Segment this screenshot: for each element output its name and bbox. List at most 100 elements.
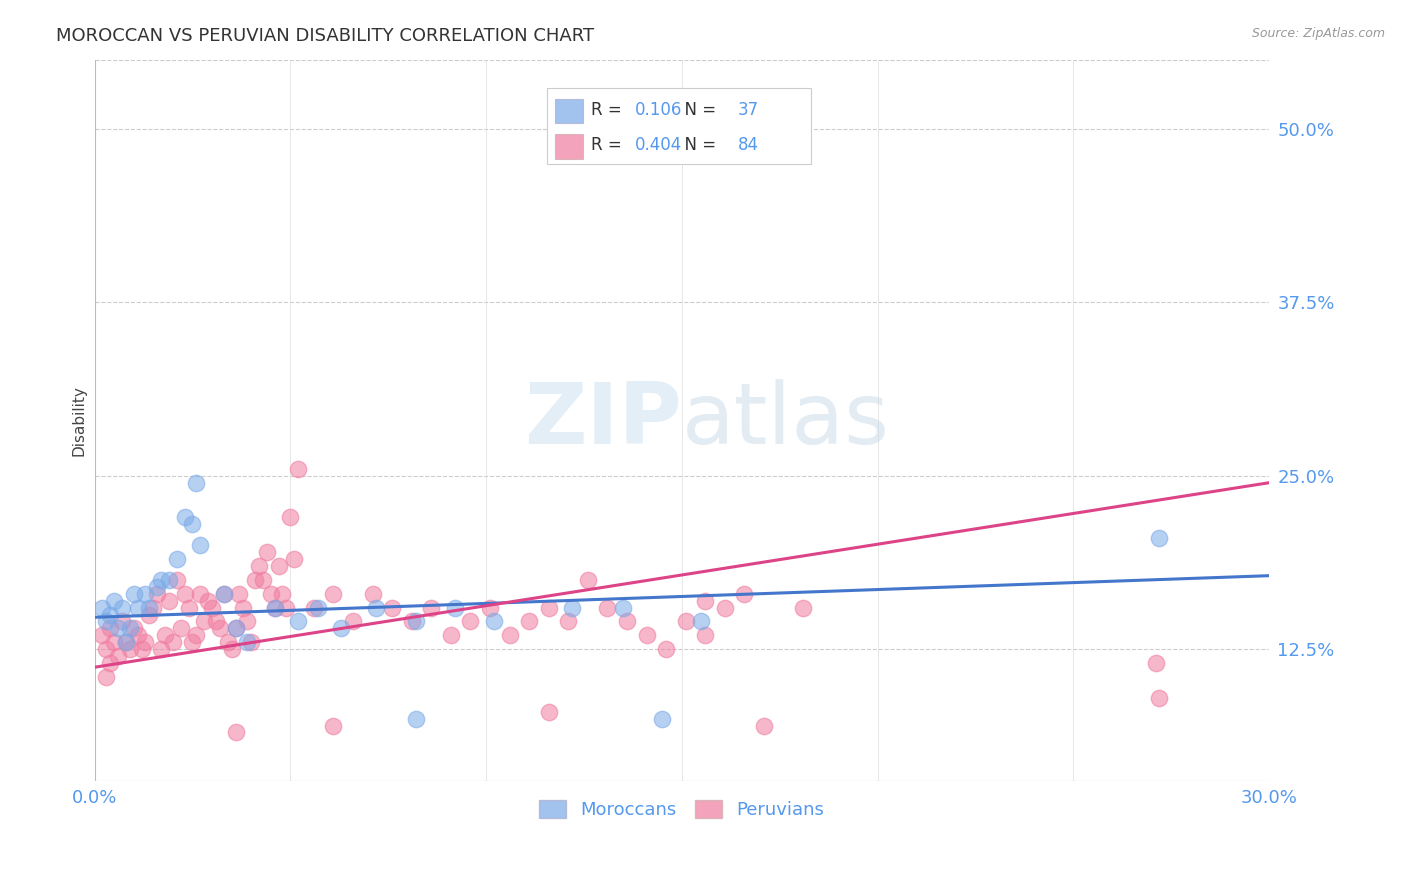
Point [271,587,294,601]
Point [247,558,270,573]
Point [283,552,305,566]
Point [142,600,165,615]
Point [186,475,208,490]
Point [225,621,247,635]
Point [460,615,482,629]
Point [714,600,737,615]
Point [212,587,235,601]
Point [236,615,259,629]
Point [1340,531,1362,545]
Point [103,593,125,607]
Point [405,615,427,629]
Point [186,628,208,642]
Point [616,615,638,629]
Point [232,600,254,615]
Point [225,621,247,635]
FancyBboxPatch shape [555,99,583,123]
Point [517,615,540,629]
Point [177,600,200,615]
Point [118,621,141,635]
Point [98,607,121,622]
Point [157,573,180,587]
Point [91,600,114,615]
Point [695,593,717,607]
Point [98,621,121,635]
Point [322,587,344,601]
Point [260,587,283,601]
Point [655,642,678,657]
Text: N =: N = [673,136,721,153]
Point [243,573,266,587]
Point [201,600,224,615]
Point [1149,690,1171,705]
Point [225,725,247,739]
Point [1144,656,1167,670]
Point [181,517,204,532]
Text: R =: R = [592,101,627,119]
Text: 84: 84 [738,136,759,153]
Point [193,615,215,629]
Point [138,600,160,615]
Point [157,593,180,607]
Point [166,573,188,587]
Point [537,600,560,615]
Point [366,600,388,615]
Point [440,628,463,642]
Point [146,580,169,594]
Point [173,510,195,524]
Text: 37: 37 [738,101,759,119]
Point [256,545,278,559]
Point [208,621,231,635]
Point [115,635,138,649]
Point [96,615,118,629]
Point [278,510,301,524]
Point [307,600,329,615]
Point [138,607,160,622]
Y-axis label: Disability: Disability [72,384,86,456]
Point [240,635,263,649]
Point [287,615,309,629]
Point [107,649,129,664]
Point [166,552,188,566]
Point [221,642,243,657]
Point [188,587,211,601]
Point [127,600,149,615]
Point [103,635,125,649]
Point [381,600,404,615]
Point [188,538,211,552]
Point [557,615,579,629]
Point [217,635,239,649]
Point [361,587,384,601]
Text: MOROCCAN VS PERUVIAN DISABILITY CORRELATION CHART: MOROCCAN VS PERUVIAN DISABILITY CORRELAT… [56,27,595,45]
Text: N =: N = [673,101,721,119]
Point [537,705,560,719]
Point [287,462,309,476]
Point [420,600,443,615]
Point [478,600,501,615]
Point [401,615,423,629]
Point [173,587,195,601]
Point [91,628,114,642]
Point [1379,219,1402,233]
Point [127,628,149,642]
Point [150,573,173,587]
Point [636,628,658,642]
Point [576,573,599,587]
Point [96,670,118,684]
Point [115,635,138,649]
Point [322,718,344,732]
Text: 0.404: 0.404 [636,136,682,153]
Point [443,600,465,615]
Point [596,600,619,615]
Point [263,600,285,615]
Point [752,718,775,732]
Point [111,615,134,629]
Text: atlas: atlas [682,379,890,462]
Point [695,628,717,642]
FancyBboxPatch shape [547,88,811,164]
Point [612,600,634,615]
Point [498,628,520,642]
Point [134,587,156,601]
Point [131,642,153,657]
Point [276,600,298,615]
